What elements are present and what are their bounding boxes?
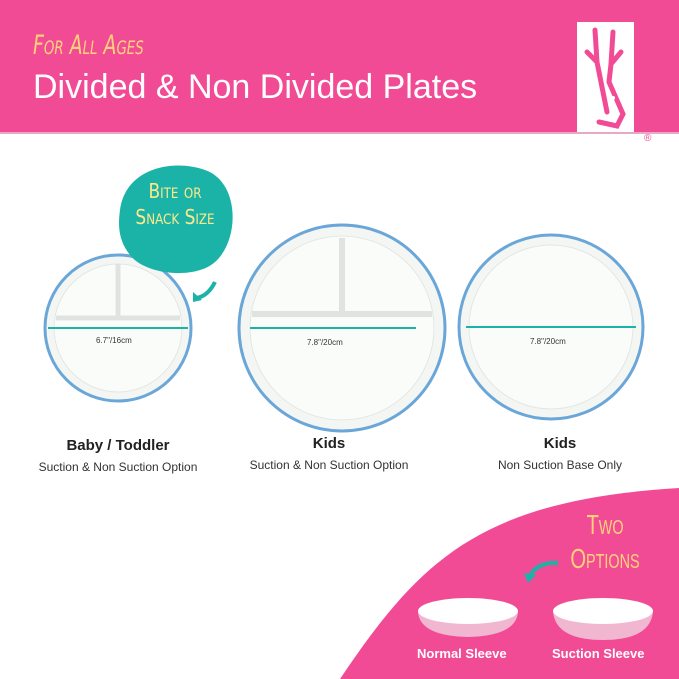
two-options-heading: Two Options [570,509,640,574]
plate-label: Baby / Toddler Suction & Non Suction Opt… [8,437,228,474]
plate-name: Kids [312,435,346,452]
plate-label: Kids Non Suction Base Only [450,435,670,472]
plate-subtitle: Suction & Non Suction Option [38,460,198,474]
suction-sleeve-image [553,598,653,640]
deer-logo-icon [577,22,634,132]
plate-dimension: 7.8"/20cm [307,338,343,347]
plate-kids-divided [237,223,447,433]
plate-baby-toddler [43,253,193,403]
plate-name: Baby / Toddler [66,437,170,454]
options-arrow-icon [528,560,559,577]
plate-dimension: 7.8"/20cm [530,337,566,346]
suction-sleeve-label: Suction Sleeve [552,646,645,661]
plate-kids-non-divided [457,233,645,421]
plate-label: Kids Suction & Non Suction Option [219,435,439,472]
normal-sleeve-image [418,598,518,637]
plate-name: Kids [543,435,577,452]
registered-mark: ® [644,133,652,144]
plate-dimension: 6.7"/16cm [96,336,132,345]
plate-subtitle: Suction & Non Suction Option [249,458,409,472]
callout-bubble [119,165,233,274]
plate-subtitle: Non Suction Base Only [497,458,623,472]
normal-sleeve-label: Normal Sleeve [417,646,507,661]
callout-arrow-icon [195,281,217,300]
page-title: Divided & Non Divided Plates [33,68,478,106]
bite-snack-size-callout: Bite or Snack Size [135,179,215,229]
kicker-text: For All Ages [33,30,144,61]
header-banner: For All Ages Divided & Non Divided Plate… [0,0,679,144]
